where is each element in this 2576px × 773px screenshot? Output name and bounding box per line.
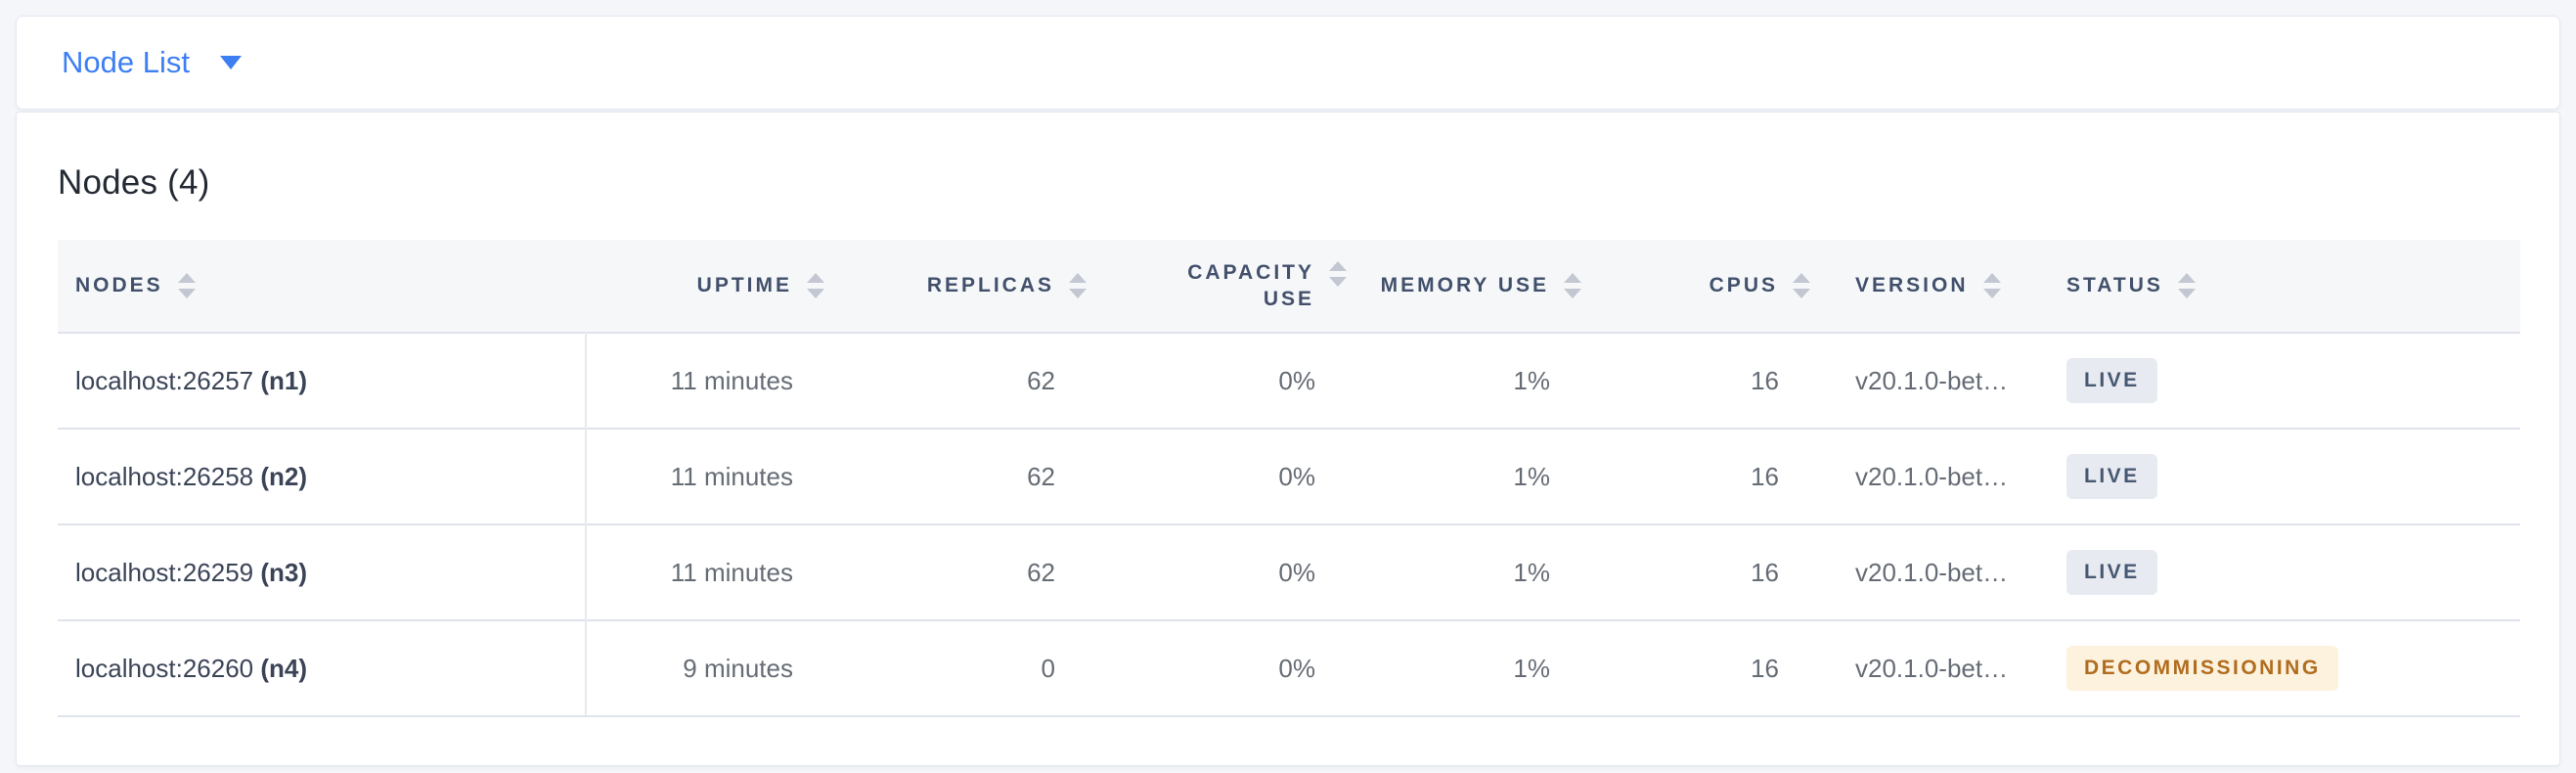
- status-badge: Live: [2066, 358, 2157, 403]
- sort-icon[interactable]: [1327, 259, 1349, 289]
- column-header-status[interactable]: Status: [2047, 240, 2520, 333]
- column-header-cpus[interactable]: CPUs: [1603, 240, 1832, 333]
- table-header-row: Nodes Uptime Replicas: [58, 240, 2520, 333]
- page-title: Nodes (4): [58, 163, 210, 202]
- nodes-panel: Nodes (4) Nodes Uptime: [16, 112, 2560, 766]
- column-header-uptime[interactable]: Uptime: [586, 240, 846, 333]
- node-address: localhost:26259: [75, 557, 254, 587]
- caret-down-icon: [219, 55, 243, 70]
- replicas-cell: 62: [846, 428, 1108, 524]
- memory-use-cell: 1%: [1368, 332, 1603, 429]
- status-badge: Decommissioning: [2066, 646, 2338, 691]
- status-cell: Live: [2047, 523, 2520, 620]
- node-address-cell[interactable]: localhost:26259 (n3): [58, 523, 587, 620]
- column-header-replicas[interactable]: Replicas: [846, 240, 1108, 333]
- node-address-cell[interactable]: localhost:26257 (n1): [58, 332, 587, 429]
- column-header-label: Nodes: [75, 274, 163, 296]
- status-cell: Decommissioning: [2047, 619, 2520, 717]
- view-selector-bar: Node List: [16, 16, 2560, 110]
- node-address: localhost:26258: [75, 461, 254, 491]
- sort-icon[interactable]: [1791, 271, 1812, 300]
- memory-use-cell: 1%: [1368, 523, 1603, 620]
- sort-icon[interactable]: [2176, 271, 2198, 300]
- status-cell: Live: [2047, 428, 2520, 524]
- column-header-version[interactable]: Version: [1832, 240, 2047, 333]
- node-list-dropdown-label: Node List: [62, 45, 190, 79]
- node-id: (n2): [260, 461, 308, 491]
- cpus-cell: 16: [1603, 428, 1832, 524]
- cpus-cell: 16: [1603, 523, 1832, 620]
- sort-icon[interactable]: [1981, 271, 2003, 300]
- status-badge: Live: [2066, 454, 2157, 499]
- version-cell: v20.1.0-bet…: [1832, 428, 2047, 524]
- column-header-label: Uptime: [696, 274, 792, 296]
- node-address-cell[interactable]: localhost:26260 (n4): [58, 619, 587, 717]
- column-header-label: Capacity Use: [1187, 260, 1314, 310]
- node-id: (n4): [260, 653, 308, 683]
- sort-icon[interactable]: [1067, 271, 1088, 300]
- replicas-cell: 62: [846, 523, 1108, 620]
- node-address: localhost:26260: [75, 653, 254, 683]
- node-address: localhost:26257: [75, 365, 254, 395]
- column-header-label: CPUs: [1709, 274, 1778, 296]
- column-header-memory-use[interactable]: Memory Use: [1368, 240, 1603, 333]
- cpus-cell: 16: [1603, 619, 1832, 717]
- memory-use-cell: 1%: [1368, 619, 1603, 717]
- uptime-cell: 11 minutes: [586, 332, 846, 429]
- table-row[interactable]: localhost:26260 (n4) 9 minutes 0 0% 1% 1…: [58, 619, 2520, 717]
- table-row[interactable]: localhost:26258 (n2) 11 minutes 62 0% 1%…: [58, 428, 2520, 524]
- node-list-dropdown[interactable]: Node List: [62, 45, 243, 80]
- column-header-label: Status: [2066, 274, 2163, 296]
- replicas-cell: 62: [846, 332, 1108, 429]
- table-row[interactable]: localhost:26259 (n3) 11 minutes 62 0% 1%…: [58, 523, 2520, 620]
- node-address-cell[interactable]: localhost:26258 (n2): [58, 428, 587, 524]
- version-cell: v20.1.0-bet…: [1832, 332, 2047, 429]
- nodes-table: Nodes Uptime Replicas: [58, 240, 2520, 717]
- sort-icon[interactable]: [176, 271, 198, 300]
- node-id: (n1): [260, 365, 308, 395]
- column-header-label: Version: [1855, 274, 1969, 296]
- memory-use-cell: 1%: [1368, 428, 1603, 524]
- column-header-nodes[interactable]: Nodes: [58, 240, 586, 333]
- capacity-use-cell: 0%: [1108, 523, 1368, 620]
- uptime-cell: 11 minutes: [586, 428, 846, 524]
- uptime-cell: 11 minutes: [586, 523, 846, 620]
- capacity-use-cell: 0%: [1108, 619, 1368, 717]
- table-row[interactable]: localhost:26257 (n1) 11 minutes 62 0% 1%…: [58, 332, 2520, 429]
- column-header-capacity-use[interactable]: Capacity Use: [1108, 240, 1368, 333]
- column-header-label: Memory Use: [1380, 274, 1549, 296]
- uptime-cell: 9 minutes: [586, 619, 846, 717]
- column-header-label: Replicas: [926, 274, 1054, 296]
- replicas-cell: 0: [846, 619, 1108, 717]
- sort-icon[interactable]: [805, 271, 826, 300]
- node-id: (n3): [260, 557, 308, 587]
- sort-icon[interactable]: [1562, 271, 1583, 300]
- status-badge: Live: [2066, 550, 2157, 595]
- status-cell: Live: [2047, 332, 2520, 429]
- version-cell: v20.1.0-bet…: [1832, 619, 2047, 717]
- cpus-cell: 16: [1603, 332, 1832, 429]
- version-cell: v20.1.0-bet…: [1832, 523, 2047, 620]
- capacity-use-cell: 0%: [1108, 332, 1368, 429]
- capacity-use-cell: 0%: [1108, 428, 1368, 524]
